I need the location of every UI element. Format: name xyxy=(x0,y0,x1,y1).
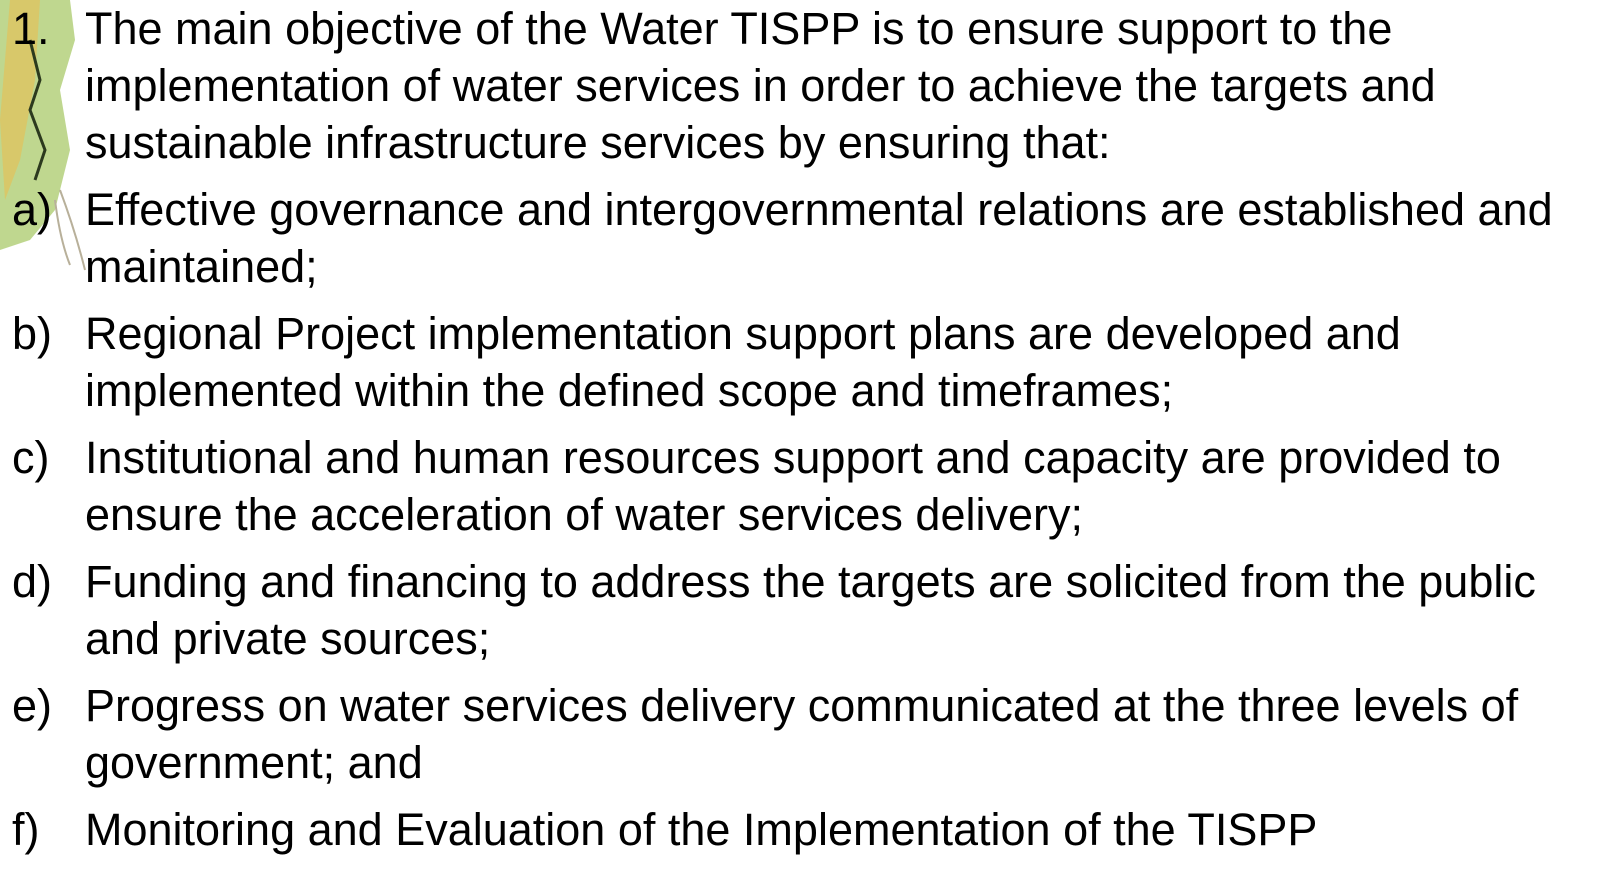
list-item: b) Regional Project implementation suppor… xyxy=(0,305,1600,419)
list-marker: a) xyxy=(12,181,52,238)
list-item: f) Monitoring and Evaluation of the Imple… xyxy=(0,801,1600,858)
list-text: Progress on water services delivery comm… xyxy=(85,677,1575,791)
list-text: Funding and financing to address the tar… xyxy=(85,553,1575,667)
list-text: Institutional and human resources suppor… xyxy=(85,429,1575,543)
list-text: Regional Project implementation support … xyxy=(85,305,1575,419)
list-item: a) Effective governance and intergovernme… xyxy=(0,181,1600,295)
list-marker: b) xyxy=(12,305,52,362)
objective-list: 1. The main objective of the Water TISPP … xyxy=(0,0,1600,868)
slide: 1. The main objective of the Water TISPP … xyxy=(0,0,1608,872)
list-marker: 1. xyxy=(12,0,50,57)
list-text: Monitoring and Evaluation of the Impleme… xyxy=(85,801,1575,858)
list-marker: f) xyxy=(12,801,40,858)
list-item: 1. The main objective of the Water TISPP … xyxy=(0,0,1600,171)
list-item: c) Institutional and human resources supp… xyxy=(0,429,1600,543)
list-marker: c) xyxy=(12,429,50,486)
list-marker: d) xyxy=(12,553,52,610)
list-marker: e) xyxy=(12,677,52,734)
list-item: e) Progress on water services delivery co… xyxy=(0,677,1600,791)
list-item: d) Funding and financing to address the t… xyxy=(0,553,1600,667)
list-text: Effective governance and intergovernment… xyxy=(85,181,1575,295)
list-text: The main objective of the Water TISPP is… xyxy=(85,0,1575,171)
